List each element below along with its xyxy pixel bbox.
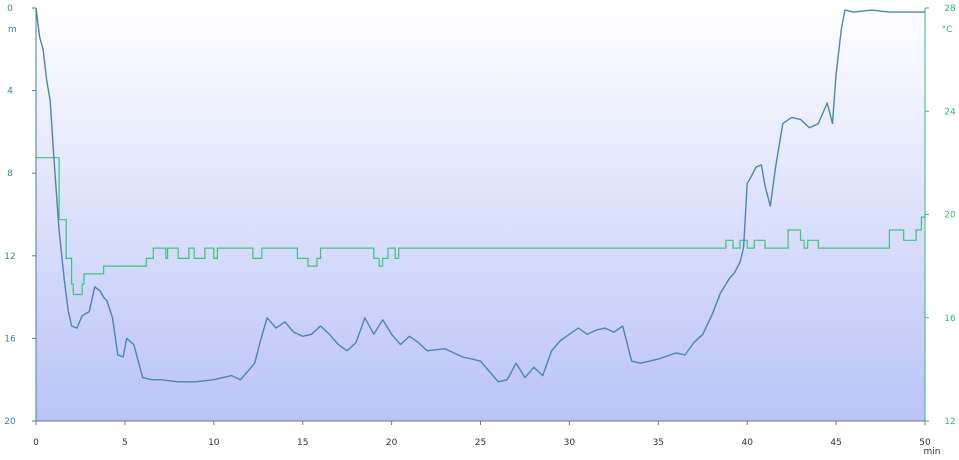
left-tick-label: 20 bbox=[4, 417, 16, 427]
plot-area bbox=[36, 8, 925, 421]
left-tick-label: 0 bbox=[7, 4, 13, 14]
right-tick-label: 20 bbox=[944, 211, 956, 221]
right-tick-label: 28 bbox=[944, 4, 956, 14]
bottom-tick-label: 35 bbox=[653, 438, 664, 448]
bottom-tick-label: 15 bbox=[297, 438, 308, 448]
left-axis-ticks: 0 4 8 12 16 20 bbox=[4, 4, 36, 427]
bottom-tick-label: 25 bbox=[475, 438, 486, 448]
left-tick-label: 12 bbox=[4, 252, 15, 262]
temperature-series bbox=[36, 157, 925, 296]
right-axis-unit-label: °C bbox=[942, 25, 953, 35]
bottom-tick-label: 20 bbox=[386, 438, 398, 448]
depth-series bbox=[35, 7, 925, 383]
right-tick-label: 24 bbox=[944, 107, 956, 117]
temperature-line bbox=[36, 157, 925, 296]
right-tick-label: 12 bbox=[944, 417, 955, 427]
left-axis-unit-label: m bbox=[8, 25, 17, 35]
left-tick-label: 16 bbox=[4, 334, 16, 344]
x-axis-unit-label: min bbox=[924, 447, 941, 457]
bottom-tick-label: 50 bbox=[919, 438, 931, 448]
bottom-tick-label: 45 bbox=[830, 438, 841, 448]
depth-line bbox=[35, 7, 925, 383]
bottom-tick-label: 5 bbox=[122, 438, 128, 448]
right-tick-label: 16 bbox=[944, 314, 956, 324]
left-tick-label: 4 bbox=[7, 87, 13, 97]
bottom-tick-label: 40 bbox=[741, 438, 753, 448]
bottom-tick-label: 0 bbox=[33, 438, 39, 448]
right-axis-ticks: 28 24 20 16 12 bbox=[925, 4, 956, 427]
bottom-tick-label: 30 bbox=[564, 438, 576, 448]
bottom-tick-label: 10 bbox=[208, 438, 220, 448]
left-tick-label: 8 bbox=[7, 169, 13, 179]
bottom-axis-ticks: 0 5 10 15 20 25 30 35 40 45 50 bbox=[33, 421, 931, 448]
